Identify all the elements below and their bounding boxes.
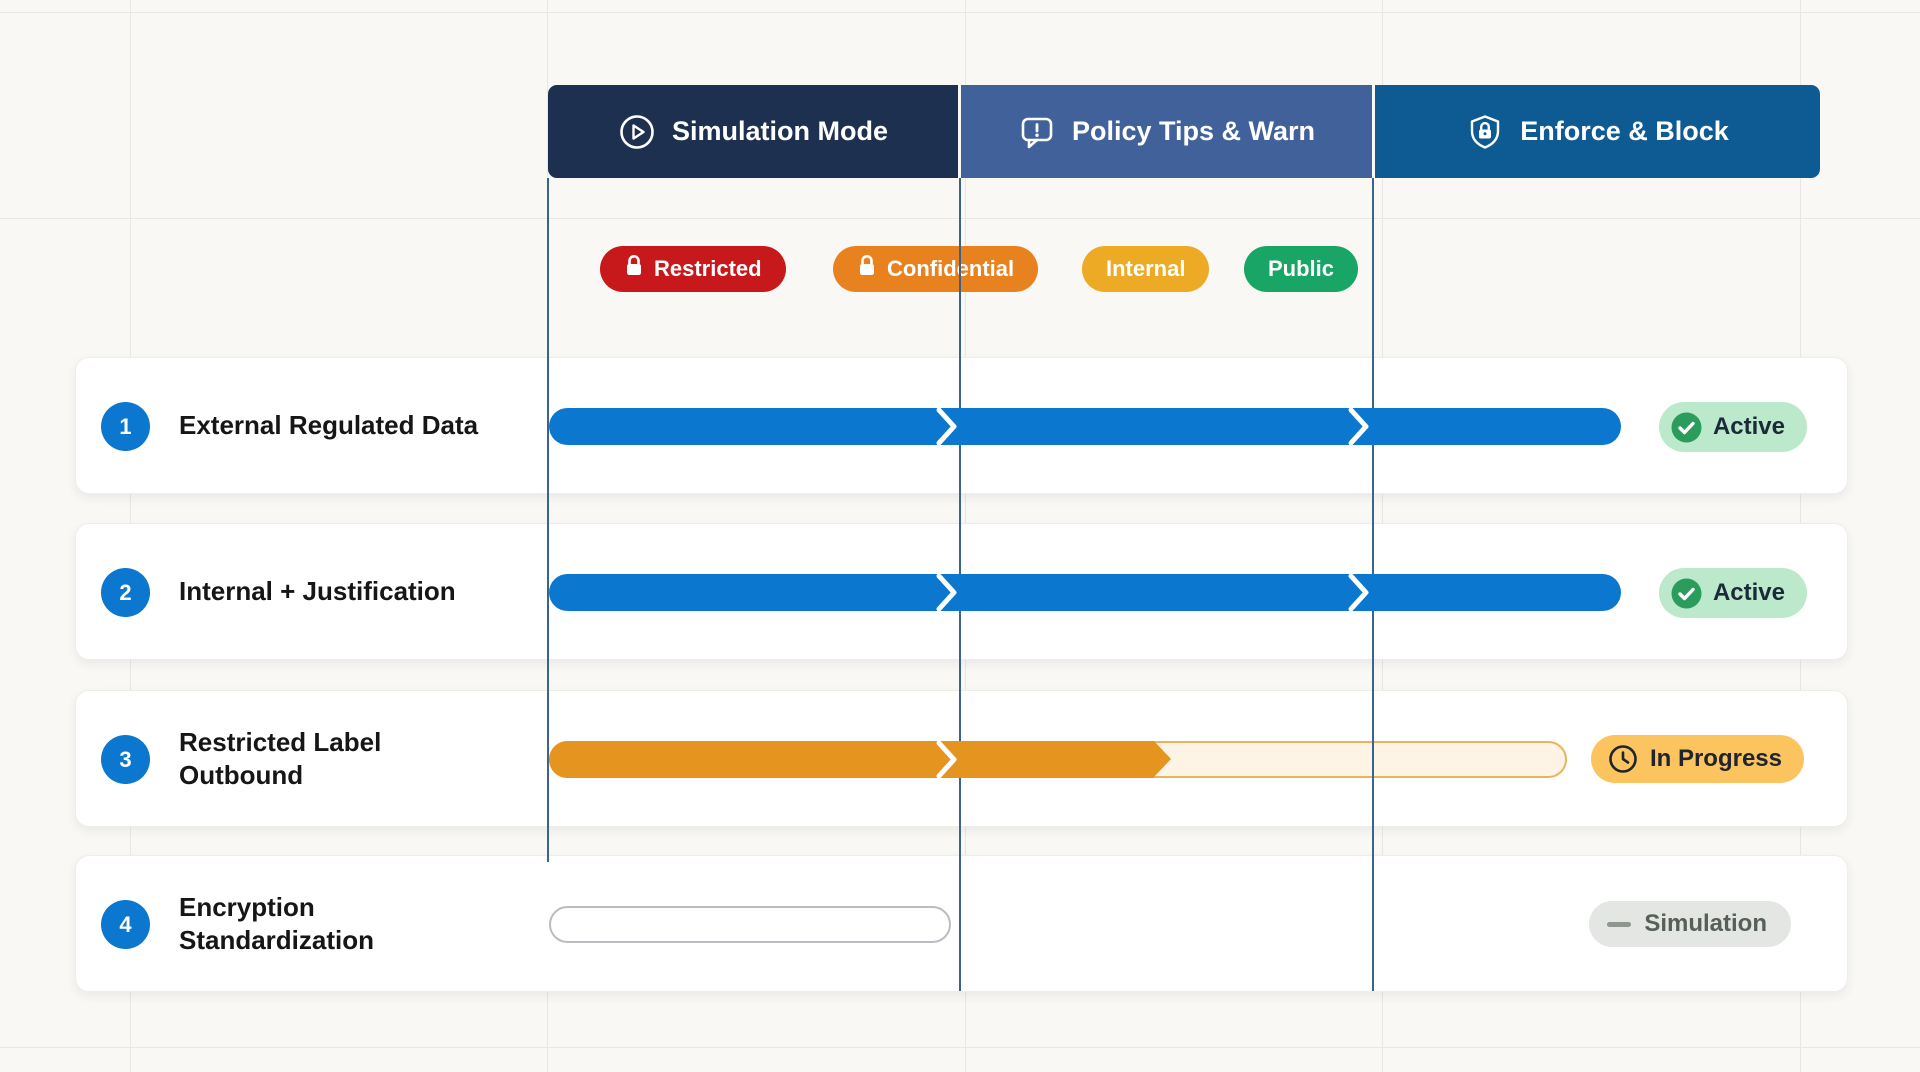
tab-label: Policy Tips & Warn: [1071, 116, 1316, 146]
row-label: External Regulated Data: [179, 410, 479, 441]
row-label: Internal + Justification: [179, 576, 456, 607]
warning-bubble-icon: [1018, 113, 1056, 151]
dash-icon: [1607, 921, 1632, 927]
row-label: Restricted Label Outbound: [179, 727, 382, 790]
progress-track: [549, 906, 951, 943]
status-badge: Active: [1658, 568, 1807, 618]
status-label: In Progress: [1649, 745, 1782, 772]
shield-lock-icon: [1466, 113, 1504, 151]
row-card-external-regulated-data: 1 External Regulated Data Active: [75, 357, 1848, 494]
row-number-badge: 3: [101, 735, 150, 784]
row-number-badge: 1: [101, 402, 150, 451]
tab-simulation-mode[interactable]: Simulation Mode: [548, 85, 958, 178]
chip-label: Confidential: [887, 256, 1015, 281]
progress-bar: [549, 741, 1171, 778]
label-chip-restricted[interactable]: Restricted: [600, 246, 786, 292]
label-chip-internal[interactable]: Internal: [1082, 246, 1210, 292]
progress-bar: [549, 408, 1622, 445]
row-number-badge: 2: [101, 568, 150, 617]
tab-enforce-block[interactable]: Enforce & Block: [1375, 85, 1820, 178]
phase-header: Simulation Mode Policy Tips & Warn Enfor…: [548, 85, 1820, 178]
status-badge: Simulation: [1589, 901, 1791, 947]
check-circle-icon: [1671, 412, 1702, 443]
row-timeline: [549, 906, 1821, 943]
lock-icon: [857, 254, 877, 284]
tab-label: Simulation Mode: [672, 116, 888, 146]
row-timeline: [549, 574, 1821, 611]
row-timeline: [549, 741, 1821, 778]
lock-icon: [624, 254, 644, 284]
chip-label: Public: [1268, 256, 1335, 281]
tab-label: Enforce & Block: [1520, 116, 1729, 146]
status-label: Active: [1712, 413, 1785, 440]
grid-line: [0, 12, 1920, 13]
phase-divider-chevron-icon: [1348, 574, 1369, 611]
phase-divider-chevron-icon: [936, 741, 957, 778]
row-number-badge: 4: [101, 900, 150, 949]
chip-label: Restricted: [654, 256, 762, 281]
tab-policy-tips-warn[interactable]: Policy Tips & Warn: [961, 85, 1372, 178]
row-timeline: [549, 408, 1821, 445]
grid-line: [0, 1047, 1920, 1048]
progress-bar: [549, 574, 1622, 611]
row-card-restricted-label-outbound: 3 Restricted Label Outbound In Progress: [75, 690, 1848, 827]
status-badge: Active: [1658, 402, 1807, 452]
phase-divider-chevron-icon: [936, 574, 957, 611]
phase-divider-chevron-icon: [936, 408, 957, 445]
status-label: Simulation: [1644, 910, 1767, 937]
row-card-internal-justification: 2 Internal + Justification Active: [75, 523, 1848, 660]
label-chip-confidential[interactable]: Confidential: [833, 246, 1039, 292]
clock-icon: [1607, 743, 1639, 775]
chip-label: Internal: [1106, 256, 1186, 281]
check-circle-icon: [1671, 578, 1702, 609]
phase-guide-line: [547, 178, 549, 862]
label-chip-public[interactable]: Public: [1244, 246, 1359, 292]
row-label: Encryption Standardization: [179, 892, 375, 955]
phase-divider-chevron-icon: [1348, 408, 1369, 445]
row-card-encryption-standardization: 4 Encryption Standardization Simulation: [75, 855, 1848, 992]
status-label: Active: [1712, 579, 1785, 606]
status-badge: In Progress: [1590, 735, 1804, 783]
play-icon: [618, 113, 656, 151]
